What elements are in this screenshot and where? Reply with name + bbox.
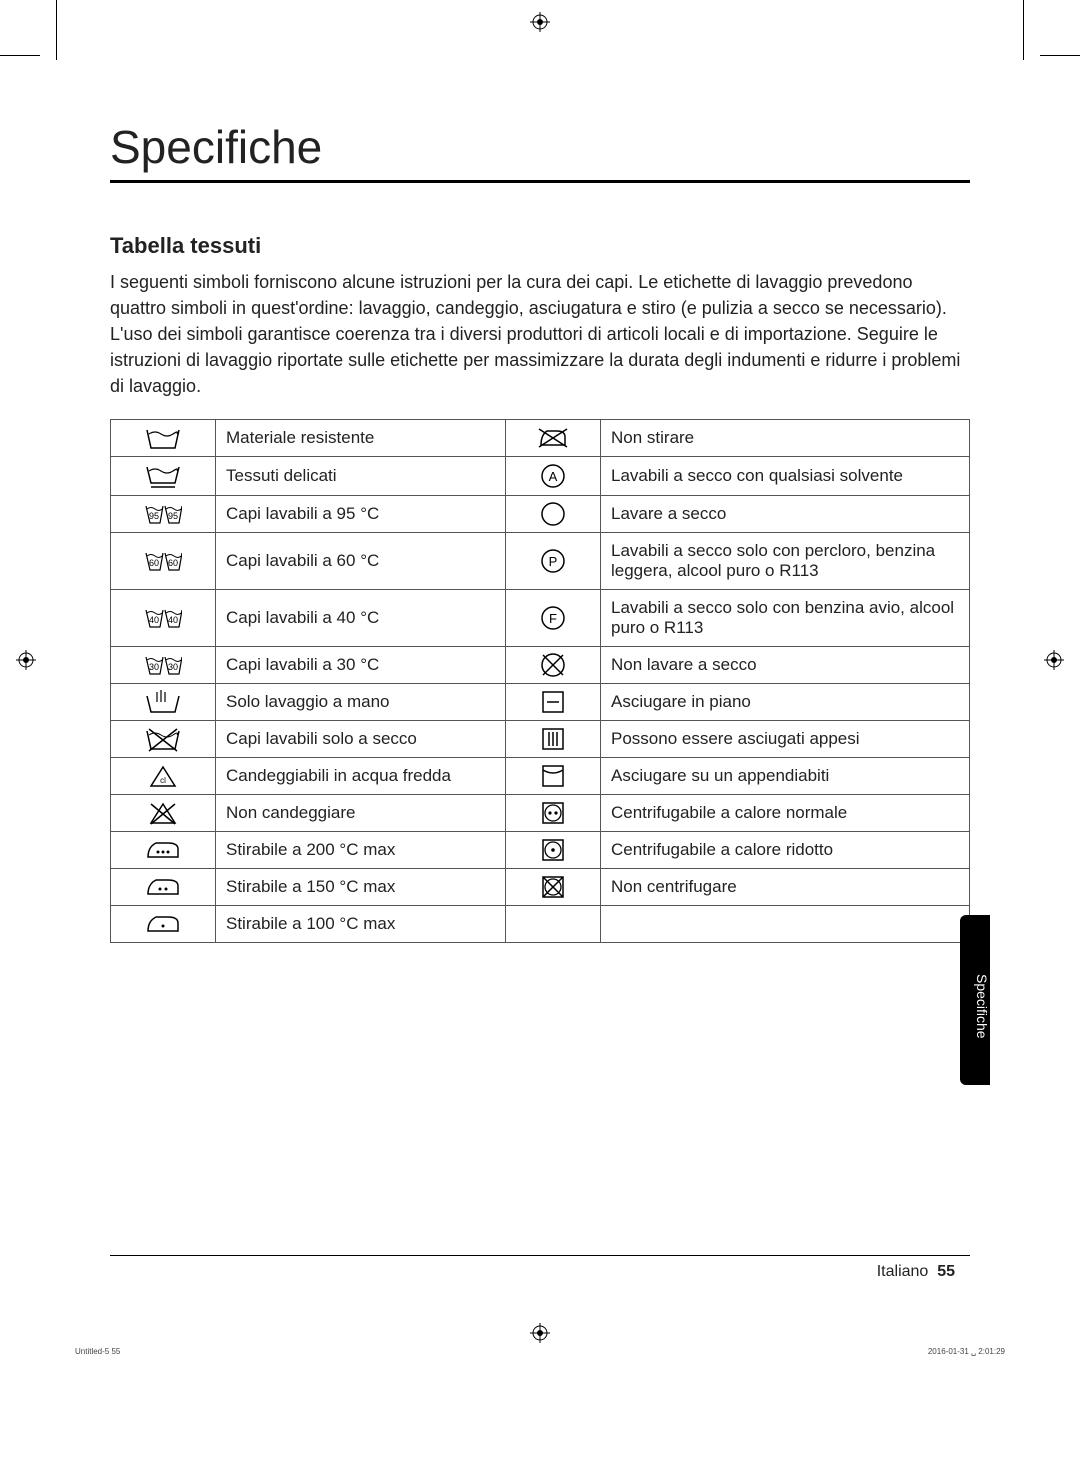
svg-text:30: 30 bbox=[149, 662, 159, 672]
wash-95-icon: 95 95 bbox=[111, 496, 216, 533]
page-title: Specifiche bbox=[110, 120, 970, 183]
table-cell: Solo lavaggio a mano bbox=[216, 684, 506, 721]
table-row: Stirabile a 150 °C max Non centrifugare bbox=[111, 869, 970, 906]
tumble-normal-icon bbox=[506, 795, 601, 832]
page-content: Specifiche Tabella tessuti I seguenti si… bbox=[110, 120, 970, 943]
bleach-icon: cl bbox=[111, 758, 216, 795]
no-tumble-icon bbox=[506, 869, 601, 906]
table-cell: Stirabile a 200 °C max bbox=[216, 832, 506, 869]
no-iron-icon bbox=[506, 420, 601, 457]
table-row: Tessuti delicati A Lavabili a secco con … bbox=[111, 457, 970, 496]
iron-200-icon bbox=[111, 832, 216, 869]
washtub-delicate-icon bbox=[111, 457, 216, 496]
drip-dry-icon bbox=[506, 721, 601, 758]
table-cell: Possono essere asciugati appesi bbox=[601, 721, 970, 758]
wash-30-icon: 30 30 bbox=[111, 647, 216, 684]
table-cell: Tessuti delicati bbox=[216, 457, 506, 496]
table-row: Non candeggiare Centrifugabile a calore … bbox=[111, 795, 970, 832]
trim-mark bbox=[56, 0, 57, 60]
table-row: 30 30 Capi lavabili a 30 °C Non lavare a … bbox=[111, 647, 970, 684]
trim-mark bbox=[0, 55, 40, 56]
empty-cell bbox=[506, 906, 601, 943]
svg-text:40: 40 bbox=[149, 615, 159, 625]
table-row: 60 60 Capi lavabili a 60 °C P Lavabili a … bbox=[111, 533, 970, 590]
dryclean-circle-icon bbox=[506, 496, 601, 533]
iron-150-icon bbox=[111, 869, 216, 906]
handwash-icon bbox=[111, 684, 216, 721]
washtub-strong-icon bbox=[111, 420, 216, 457]
svg-text:60: 60 bbox=[168, 558, 178, 568]
svg-text:cl: cl bbox=[160, 776, 166, 785]
wash-60-icon: 60 60 bbox=[111, 533, 216, 590]
table-cell: Lavare a secco bbox=[601, 496, 970, 533]
registration-mark bbox=[530, 12, 550, 35]
table-cell: Stirabile a 150 °C max bbox=[216, 869, 506, 906]
table-cell: Lavabili a secco solo con benzina avio, … bbox=[601, 590, 970, 647]
dry-flat-icon bbox=[506, 684, 601, 721]
section-heading: Tabella tessuti bbox=[110, 233, 970, 259]
table-cell: Non centrifugare bbox=[601, 869, 970, 906]
trim-mark bbox=[1040, 55, 1080, 56]
empty-cell bbox=[601, 906, 970, 943]
tumble-low-icon bbox=[506, 832, 601, 869]
hang-dry-icon bbox=[506, 758, 601, 795]
footer-page-number: 55 bbox=[937, 1263, 955, 1280]
table-cell: Asciugare su un appendiabiti bbox=[601, 758, 970, 795]
table-cell: Lavabili a secco solo con percloro, benz… bbox=[601, 533, 970, 590]
svg-text:60: 60 bbox=[149, 558, 159, 568]
table-cell: Capi lavabili a 30 °C bbox=[216, 647, 506, 684]
side-tab: Specifiche bbox=[960, 915, 990, 1085]
table-cell: Non candeggiare bbox=[216, 795, 506, 832]
table-cell: Lavabili a secco con qualsiasi solvente bbox=[601, 457, 970, 496]
registration-mark bbox=[16, 650, 36, 673]
table-cell: Materiale resistente bbox=[216, 420, 506, 457]
table-row: cl Candeggiabili in acqua fredda Asciuga… bbox=[111, 758, 970, 795]
dryclean-f-icon: F bbox=[506, 590, 601, 647]
table-row: Materiale resistente Non stirare bbox=[111, 420, 970, 457]
table-cell: Capi lavabili a 60 °C bbox=[216, 533, 506, 590]
svg-text:95: 95 bbox=[168, 511, 178, 521]
table-cell: Capi lavabili a 95 °C bbox=[216, 496, 506, 533]
dryclean-a-icon: A bbox=[506, 457, 601, 496]
footer-rule bbox=[110, 1255, 970, 1256]
dryclean-p-icon: P bbox=[506, 533, 601, 590]
table-cell: Capi lavabili a 40 °C bbox=[216, 590, 506, 647]
table-row: Stirabile a 100 °C max bbox=[111, 906, 970, 943]
svg-text:40: 40 bbox=[168, 615, 178, 625]
table-row: 40 40 Capi lavabili a 40 °C F Lavabili a … bbox=[111, 590, 970, 647]
svg-text:A: A bbox=[549, 469, 558, 484]
table-cell: Asciugare in piano bbox=[601, 684, 970, 721]
no-bleach-icon bbox=[111, 795, 216, 832]
table-cell: Centrifugabile a calore ridotto bbox=[601, 832, 970, 869]
table-cell: Non lavare a secco bbox=[601, 647, 970, 684]
iron-100-icon bbox=[111, 906, 216, 943]
table-cell: Non stirare bbox=[601, 420, 970, 457]
table-cell: Stirabile a 100 °C max bbox=[216, 906, 506, 943]
table-row: 95 95 Capi lavabili a 95 °C Lavare a secc… bbox=[111, 496, 970, 533]
svg-text:P: P bbox=[549, 554, 558, 569]
table-cell: Candeggiabili in acqua fredda bbox=[216, 758, 506, 795]
table-row: Solo lavaggio a mano Asciugare in piano bbox=[111, 684, 970, 721]
trim-mark bbox=[1023, 0, 1024, 60]
footer-lang: Italiano bbox=[877, 1263, 929, 1280]
print-meta-left: Untitled-5 55 bbox=[75, 1347, 120, 1356]
svg-text:95: 95 bbox=[149, 511, 159, 521]
no-wash-icon bbox=[111, 721, 216, 758]
table-cell: Capi lavabili solo a secco bbox=[216, 721, 506, 758]
intro-paragraph: I seguenti simboli forniscono alcune ist… bbox=[110, 269, 970, 399]
wash-40-icon: 40 40 bbox=[111, 590, 216, 647]
registration-mark bbox=[1044, 650, 1064, 673]
fabric-care-table: Materiale resistente Non stirare Tessuti… bbox=[110, 419, 970, 943]
table-row: Capi lavabili solo a secco Possono esser… bbox=[111, 721, 970, 758]
svg-text:F: F bbox=[549, 611, 557, 626]
registration-mark bbox=[530, 1323, 550, 1346]
table-cell: Centrifugabile a calore normale bbox=[601, 795, 970, 832]
svg-text:30: 30 bbox=[168, 662, 178, 672]
table-row: Stirabile a 200 °C max Centrifugabile a … bbox=[111, 832, 970, 869]
page-footer: Italiano 55 bbox=[877, 1263, 955, 1281]
print-meta-right: 2016-01-31 ␣ 2:01:29 bbox=[928, 1347, 1005, 1356]
no-dryclean-icon bbox=[506, 647, 601, 684]
